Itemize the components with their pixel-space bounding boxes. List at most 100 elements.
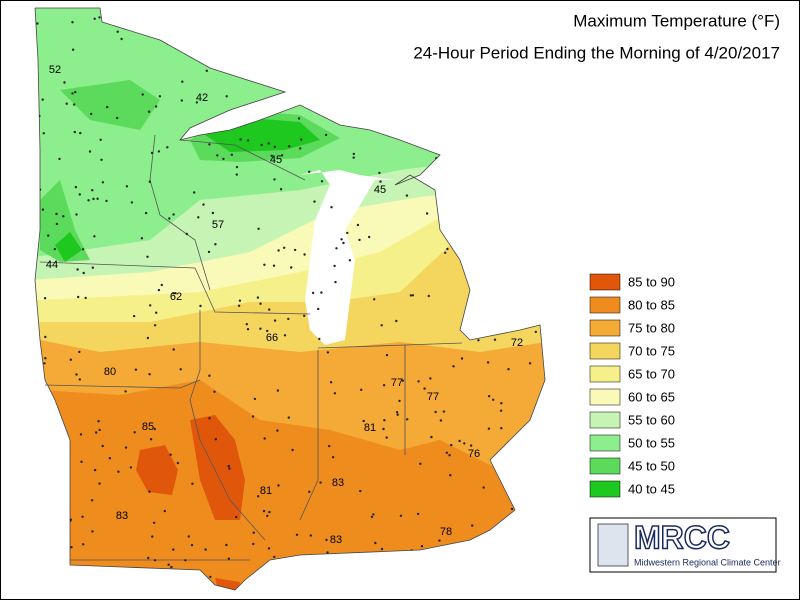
station-dot (317, 307, 320, 311)
station-dot (152, 521, 156, 524)
station-dot (444, 251, 447, 254)
lake-michigan (300, 170, 395, 345)
station-label: 83 (332, 477, 344, 489)
station-dot (125, 185, 129, 188)
station-dot (228, 467, 231, 470)
station-dot (272, 264, 276, 267)
legend-swatch (589, 388, 621, 406)
legend-swatch (589, 434, 621, 452)
station-dot (450, 443, 453, 447)
station-dot (157, 288, 161, 292)
legend-swatch (589, 480, 621, 498)
station-dot (42, 132, 45, 135)
station-dot (449, 474, 452, 477)
station-dot (425, 212, 429, 215)
station-dot (166, 146, 169, 149)
station-dot (76, 268, 79, 271)
station-dot (330, 206, 333, 209)
station-dot (427, 294, 430, 298)
station-dot (92, 197, 95, 201)
station-dot (71, 92, 74, 95)
station-dot (382, 384, 386, 387)
station-dot (147, 556, 150, 560)
station-dot (395, 319, 398, 323)
station-dot (257, 495, 260, 498)
station-dot (405, 194, 409, 197)
station-dot (93, 235, 96, 238)
station-dot (319, 481, 322, 484)
station-dot (184, 559, 187, 562)
station-dot (237, 304, 241, 307)
station-dot (108, 457, 112, 460)
station-dot (172, 292, 175, 295)
station-dot (151, 535, 154, 538)
station-dot (409, 294, 413, 297)
station-dot (395, 411, 399, 414)
station-dot (297, 117, 301, 120)
station-dot (172, 548, 175, 551)
station-dot (331, 456, 335, 459)
station-dot (320, 291, 323, 294)
station-dot (208, 417, 211, 420)
station-dot (205, 69, 208, 73)
station-dot (329, 381, 333, 384)
station-dot (150, 151, 154, 155)
station-dot (300, 138, 303, 141)
station-dot (430, 435, 433, 439)
legend-label: 40 to 45 (628, 481, 675, 496)
station-dot (299, 147, 302, 150)
station-dot (253, 397, 257, 401)
station-dot (295, 533, 299, 536)
station-dot (442, 410, 446, 413)
temperature-zone (40, 180, 90, 262)
station-dot (268, 510, 271, 514)
station-dot (199, 304, 202, 308)
station-dot (43, 362, 46, 365)
station-dot (44, 357, 47, 360)
station-dot (214, 243, 217, 246)
station-dot (149, 304, 152, 307)
station-dot (378, 171, 381, 175)
station-dot (463, 442, 466, 445)
temperature-zone (136, 445, 178, 495)
station-label: 62 (170, 291, 182, 303)
station-dot (153, 427, 156, 431)
station-dot (213, 390, 216, 393)
station-dot (140, 237, 144, 240)
station-dot (100, 158, 103, 161)
station-dot (77, 295, 80, 299)
station-dot (276, 389, 280, 392)
station-dot (303, 253, 306, 256)
legend-label: 85 to 90 (628, 274, 675, 289)
station-dot (270, 154, 273, 157)
station-dot (95, 431, 98, 434)
station-dot (168, 217, 171, 220)
station-dot (81, 515, 84, 518)
station-dot (268, 308, 271, 311)
station-label: 77 (427, 391, 439, 403)
station-dot (187, 535, 190, 538)
station-dot (379, 180, 382, 183)
station-dot (88, 150, 92, 153)
station-dot (93, 468, 97, 472)
station-dot (116, 30, 119, 33)
station-dot (63, 81, 66, 84)
station-dot (65, 102, 68, 105)
station-dot (438, 539, 441, 542)
station-dot (105, 199, 108, 203)
station-dot (170, 565, 173, 569)
station-dot (179, 368, 182, 371)
station-dot (266, 329, 269, 333)
station-dot (90, 112, 93, 116)
station-dot (97, 420, 100, 423)
station-dot (335, 247, 338, 250)
legend-label: 80 to 85 (628, 297, 675, 312)
station-dot (91, 266, 95, 269)
station-dot (434, 410, 437, 414)
station-dot (153, 559, 157, 562)
station-dot (370, 515, 374, 519)
station-dot (147, 110, 151, 113)
station-dot (263, 263, 266, 266)
station-dot (507, 368, 510, 371)
station-dot (75, 213, 78, 216)
